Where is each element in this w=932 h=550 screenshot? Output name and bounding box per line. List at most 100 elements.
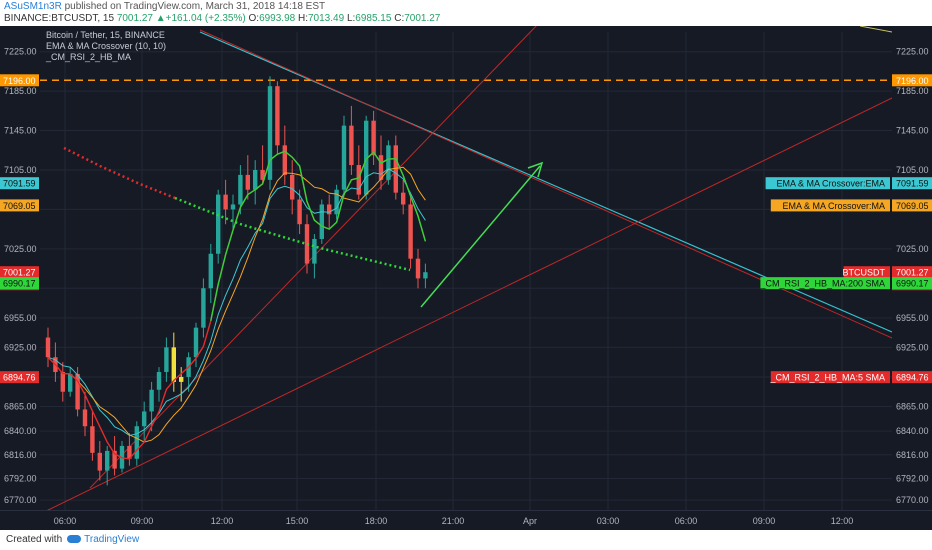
- left-axis-tick-label: 6865.00: [4, 402, 37, 412]
- series-name-tag-label: EMA & MA Crossover:MA: [782, 201, 885, 211]
- candle-body: [90, 426, 95, 453]
- candle-body: [127, 445, 132, 459]
- low-value: 6985.15: [355, 13, 392, 24]
- left-axis-tick-label: 7025.00: [4, 244, 37, 254]
- price-tag-right-label: 6894.76: [896, 373, 929, 383]
- sma200-dotted-green: [174, 196, 411, 272]
- close-value: 7001.27: [404, 13, 441, 24]
- corner-trendline: [859, 26, 893, 33]
- candle-body: [415, 258, 421, 279]
- legend-indicator-ema-ma[interactable]: EMA & MA Crossover (10, 10): [46, 41, 167, 51]
- candle-body: [334, 189, 339, 215]
- candle-body: [75, 373, 80, 410]
- time-axis-label: 21:00: [442, 516, 465, 526]
- time-axis-label: 12:00: [831, 516, 854, 526]
- created-with-line: Created with TradingView: [6, 534, 139, 545]
- footer-bar: Created with TradingView: [0, 530, 932, 550]
- candle-body: [304, 224, 310, 264]
- time-axis-label: 18:00: [365, 516, 388, 526]
- high-value: 7013.49: [308, 13, 345, 24]
- candle-body: [282, 145, 287, 175]
- candle-body: [156, 372, 162, 390]
- price-chart[interactable]: 7225.00 7185.00 7145.00 7105.00 7025.00 6955.…: [0, 26, 932, 530]
- candle-body: [290, 174, 295, 200]
- price-axis-tick-label: 6955.00: [896, 313, 929, 323]
- price-tag-right: [892, 277, 932, 290]
- price-axis-tick-label: 6840.00: [896, 426, 929, 436]
- low-label: L:: [346, 13, 356, 24]
- time-axis-label: 12:00: [211, 516, 234, 526]
- left-axis-tick-label: 6840.00: [4, 426, 37, 436]
- candle-body: [401, 192, 406, 205]
- published-text: published on TradingView.com, March 31, …: [64, 1, 326, 12]
- candle-body: [386, 145, 391, 180]
- price-tag-right: [892, 266, 932, 279]
- price-axis-tick-label: 7225.00: [896, 47, 929, 57]
- left-axis-tick-label: 6770.00: [4, 495, 37, 505]
- candle-body: [171, 347, 176, 382]
- time-axis-background: [0, 510, 932, 530]
- price-tag-left-label: 7196.00: [3, 76, 36, 86]
- candle-body: [297, 199, 302, 225]
- price-axis-tick-label: 7185.00: [896, 86, 929, 96]
- candles-group: [45, 76, 428, 486]
- candle-body: [378, 155, 384, 180]
- close-label: C:: [394, 13, 405, 24]
- publisher-link[interactable]: ASuSM1n3R: [4, 1, 62, 12]
- candle-body: [253, 169, 258, 190]
- price-tag-left-label: 6894.76: [3, 373, 36, 383]
- price-axis-tick-label: 6816.00: [896, 450, 929, 460]
- candle-body: [408, 204, 413, 259]
- price-axis-tick-label: 7145.00: [896, 126, 929, 136]
- left-axis-tick-label: 6925.00: [4, 342, 37, 352]
- ascending-trendline-long: [39, 97, 893, 515]
- price-tag-left-label: 7069.05: [3, 201, 36, 211]
- price-tag-left: [0, 74, 39, 87]
- candle-body: [364, 120, 369, 195]
- sma5-line-green: [210, 150, 427, 321]
- price-tag-right-label: 6990.17: [896, 279, 929, 289]
- price-tag-left-label: 6990.17: [3, 279, 36, 289]
- candle-body: [149, 389, 154, 412]
- quote-line: BINANCE:BTCUSDT, 15 7001.27 ▲+161.04 (+2…: [4, 13, 440, 24]
- price-axis-tick-label: 7105.00: [896, 165, 929, 175]
- price-tag-left-label: 7091.59: [3, 179, 36, 189]
- price-axis-tick-label: 7025.00: [896, 244, 929, 254]
- price-axis-tick-label: 6865.00: [896, 402, 929, 412]
- last-price: 7001.27: [116, 13, 153, 24]
- left-axis-tick-label: 7225.00: [4, 47, 37, 57]
- price-tag-left: [0, 277, 39, 290]
- candle-body: [97, 452, 102, 471]
- candle-body: [142, 411, 147, 427]
- candle-body: [68, 373, 73, 392]
- candle-body: [208, 253, 213, 289]
- time-axis-label: 06:00: [675, 516, 698, 526]
- time-axis-label: 03:00: [597, 516, 620, 526]
- header-bar: ASuSM1n3R published on TradingView.com, …: [0, 0, 932, 26]
- candle-body: [105, 450, 110, 471]
- ema-line: [47, 168, 426, 437]
- series-name-tag: [760, 277, 890, 290]
- left-axis-tick-label: 6816.00: [4, 450, 37, 460]
- candle-body: [245, 174, 250, 190]
- candle-body: [312, 238, 317, 264]
- series-name-tag-label: BTCUSDT: [843, 268, 886, 278]
- price-axis-tick-label: 6792.00: [896, 473, 929, 483]
- candle-body: [341, 125, 347, 190]
- candle-body: [223, 194, 228, 210]
- price-tag-right-label: 7001.27: [896, 268, 929, 278]
- legend-indicator-rsi[interactable]: _CM_RSI_2_HB_MA: [46, 52, 132, 62]
- series-name-tag-label: EMA & MA Crossover:EMA: [776, 179, 885, 189]
- price-axis-tick-label: 6925.00: [896, 342, 929, 352]
- arrow-annotation-head: [527, 161, 544, 178]
- candle-body: [393, 145, 398, 193]
- price-tag-right-label: 7091.59: [896, 179, 929, 189]
- candle-body: [193, 327, 199, 358]
- price-tag-left: [0, 199, 39, 212]
- tradingview-brand[interactable]: TradingView: [84, 534, 140, 545]
- chart-area[interactable]: 7225.00 7185.00 7145.00 7105.00 7025.00 6955.…: [0, 26, 932, 530]
- left-axis-tick-label: 7185.00: [4, 86, 37, 96]
- left-axis-tick-label: 6792.00: [4, 473, 37, 483]
- candle-body: [216, 194, 221, 254]
- created-with-text: Created with: [6, 534, 63, 545]
